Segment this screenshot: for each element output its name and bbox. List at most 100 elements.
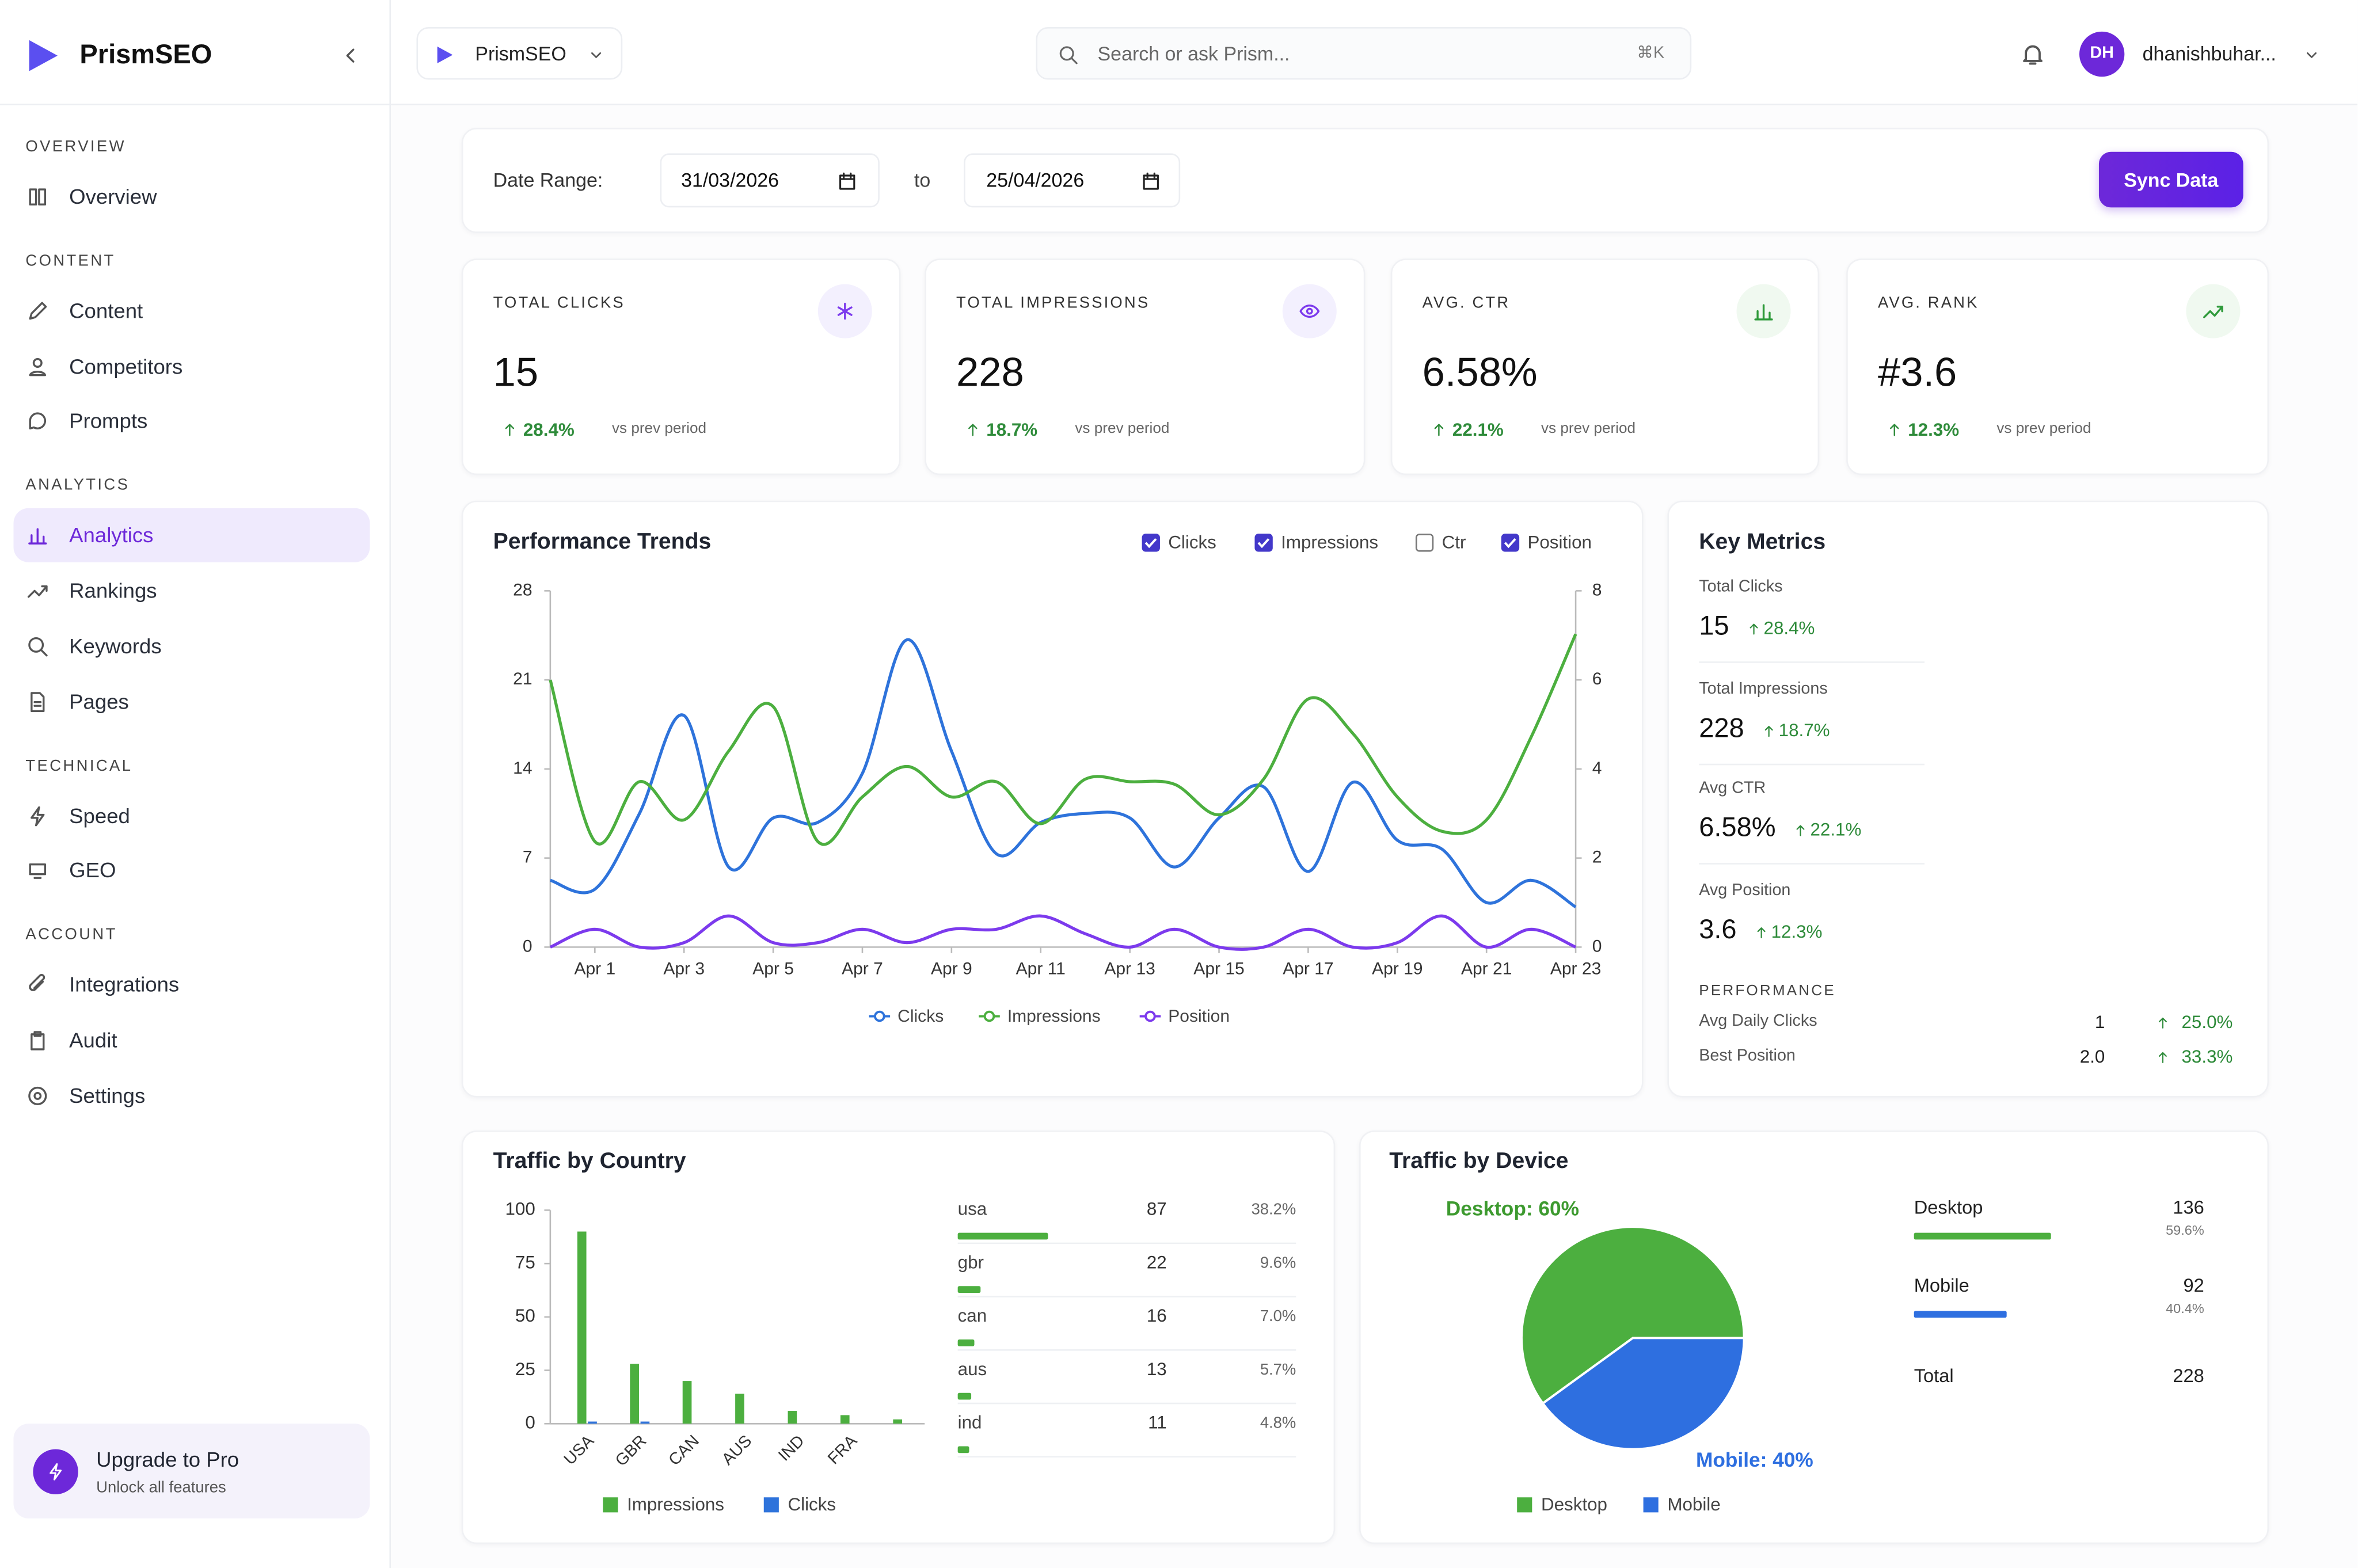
search-box[interactable] xyxy=(1036,27,1692,80)
icon xyxy=(28,637,48,656)
icon xyxy=(29,863,47,880)
icon xyxy=(2158,1017,2166,1028)
icon-shape xyxy=(1796,824,1804,836)
user-name[interactable]: dhanishbuhar... xyxy=(2142,42,2276,65)
country-card xyxy=(461,1130,1336,1544)
sidebar xyxy=(0,0,391,1568)
nav-item[interactable]: Settings xyxy=(69,1082,146,1107)
icon xyxy=(1796,824,1804,836)
date-input[interactable] xyxy=(964,153,1181,208)
key-metrics-title: Key Metrics xyxy=(1699,529,1826,555)
icon-shape xyxy=(1890,424,1899,436)
performance-change: 33.3% xyxy=(2181,1046,2233,1067)
project-switcher[interactable] xyxy=(416,27,623,80)
icon xyxy=(28,1086,47,1105)
kpi-label: AVG. CTR xyxy=(1422,294,1511,313)
icon xyxy=(838,172,855,189)
icon-shape xyxy=(2306,51,2316,58)
icon-shape xyxy=(29,188,47,205)
icon xyxy=(28,528,47,545)
upgrade-subtitle: Unlock all features xyxy=(96,1479,226,1497)
upgrade-icon-bg xyxy=(33,1449,78,1495)
kpi-note: vs prev period xyxy=(1996,421,2091,438)
icon-shape xyxy=(31,1030,45,1051)
icon-shape xyxy=(1059,45,1077,64)
icon-shape xyxy=(2203,306,2223,318)
icon-shape xyxy=(27,585,48,598)
icon-shape xyxy=(1299,305,1320,318)
nav-item[interactable]: Pages xyxy=(69,688,129,713)
icon-shape xyxy=(1756,926,1765,938)
icon xyxy=(837,302,853,320)
metric-label: Total Clicks xyxy=(1699,577,1783,596)
kpi-note: vs prev period xyxy=(1075,421,1170,438)
icon-shape xyxy=(968,424,978,436)
nav-item[interactable]: Integrations xyxy=(69,972,180,997)
logo xyxy=(29,40,58,71)
search-shortcut: ⌘K xyxy=(1637,44,1665,63)
icon xyxy=(2203,306,2223,318)
icon xyxy=(31,691,45,711)
icon-shape xyxy=(1749,623,1758,634)
icon-shape xyxy=(837,302,853,320)
performance-title: PERFORMANCE xyxy=(1699,983,1836,1000)
icon xyxy=(1434,424,1444,436)
date-range-label: Date Range: xyxy=(493,169,603,192)
metric-change: 28.4% xyxy=(1763,617,1815,639)
sync-button[interactable] xyxy=(2098,151,2243,208)
nav-item[interactable]: Keywords xyxy=(69,633,162,658)
nav-item[interactable]: Overview xyxy=(69,184,157,208)
metric-value: 228 xyxy=(1699,713,1744,743)
icon xyxy=(436,45,452,63)
icon xyxy=(590,51,600,58)
nav-item[interactable]: Competitors xyxy=(69,353,183,378)
metric-divider xyxy=(1699,661,1925,663)
icon-shape xyxy=(29,413,47,431)
avatar-initials: DH xyxy=(2090,44,2114,63)
nav-item[interactable]: Speed xyxy=(69,802,130,827)
nav-section-title: ACCOUNT xyxy=(25,926,117,944)
brand-name: PrismSEO xyxy=(79,39,212,70)
sync-button-label[interactable]: Sync Data xyxy=(2124,169,2219,192)
metric-label: Avg Position xyxy=(1699,881,1791,900)
icon xyxy=(1059,45,1077,64)
kpi-value: 228 xyxy=(956,350,1024,395)
project-name: PrismSEO xyxy=(475,42,566,65)
kpi-icon-bg xyxy=(1282,284,1337,338)
icon-shape xyxy=(1764,725,1773,736)
nav-item[interactable]: GEO xyxy=(69,858,116,882)
icon-shape xyxy=(1434,424,1444,436)
nav-section-title: CONTENT xyxy=(25,252,116,271)
device-card xyxy=(1359,1130,2269,1544)
icon xyxy=(1754,304,1773,321)
performance-value: 1 xyxy=(2094,1011,2105,1033)
icon-shape xyxy=(28,1086,47,1105)
metric-value: 6.58% xyxy=(1699,812,1776,843)
nav-item[interactable]: Rankings xyxy=(69,578,157,603)
kpi-value: #3.6 xyxy=(1878,350,1957,395)
kpi-change: 12.3% xyxy=(1908,419,1960,440)
nav-item[interactable]: Prompts xyxy=(69,409,148,433)
notifications[interactable] xyxy=(2021,42,2045,66)
icon xyxy=(2306,51,2316,58)
avatar[interactable] xyxy=(2079,31,2125,77)
metric-change: 12.3% xyxy=(1771,921,1823,943)
collapse-button[interactable] xyxy=(340,45,361,66)
icon xyxy=(1756,926,1765,938)
icon-shape xyxy=(29,302,47,320)
kpi-value: 15 xyxy=(493,350,539,395)
nav-item[interactable]: Content xyxy=(69,298,143,323)
kpi-note: vs prev period xyxy=(611,421,707,438)
key-metrics-card xyxy=(1667,500,2269,1098)
nav-section-title: OVERVIEW xyxy=(25,138,126,156)
metric-divider xyxy=(1699,863,1925,865)
icon-shape xyxy=(590,51,600,58)
date-input[interactable] xyxy=(660,153,880,208)
kpi-note: vs prev period xyxy=(1541,421,1636,438)
nav-item[interactable]: Analytics xyxy=(69,523,154,547)
performance-label: Avg Daily Clicks xyxy=(1699,1012,1817,1031)
kpi-label: TOTAL IMPRESSIONS xyxy=(956,294,1150,313)
date-range-card xyxy=(461,127,2269,233)
nav-item[interactable]: Audit xyxy=(69,1027,117,1052)
